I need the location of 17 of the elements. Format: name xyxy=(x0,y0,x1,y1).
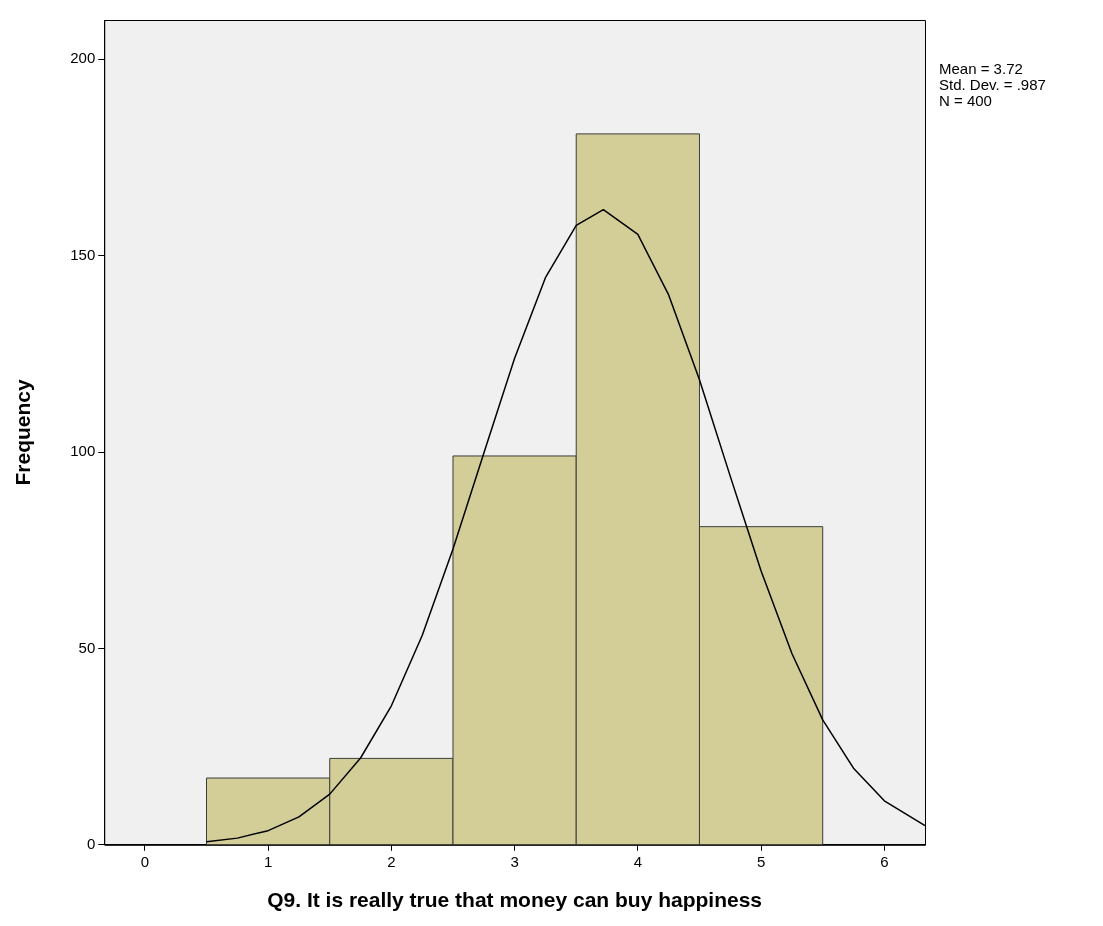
x-tick-label: 6 xyxy=(880,852,889,870)
text: Std. Dev. = .987 xyxy=(939,75,1046,93)
text: Mean = 3.72 xyxy=(939,59,1023,77)
y-tick-label: 200 xyxy=(70,49,96,67)
y-axis-title: Frequency xyxy=(11,378,35,486)
y-tick-label: 100 xyxy=(70,442,96,460)
x-axis-title: Q9. It is really true that money can buy happiness xyxy=(267,888,763,912)
x-tick-label: 4 xyxy=(633,852,643,870)
x-tick-label: 3 xyxy=(510,852,519,870)
x-tick-label: 0 xyxy=(140,852,150,870)
y-tick-label: 150 xyxy=(70,245,96,263)
x-tick-label: 1 xyxy=(263,852,273,870)
y-tick-label: 0 xyxy=(86,834,96,852)
y-tick-label: 50 xyxy=(78,638,96,656)
text: N = 400 xyxy=(939,91,992,109)
x-tick-label: 5 xyxy=(756,852,766,870)
x-tick-label: 2 xyxy=(387,852,396,870)
